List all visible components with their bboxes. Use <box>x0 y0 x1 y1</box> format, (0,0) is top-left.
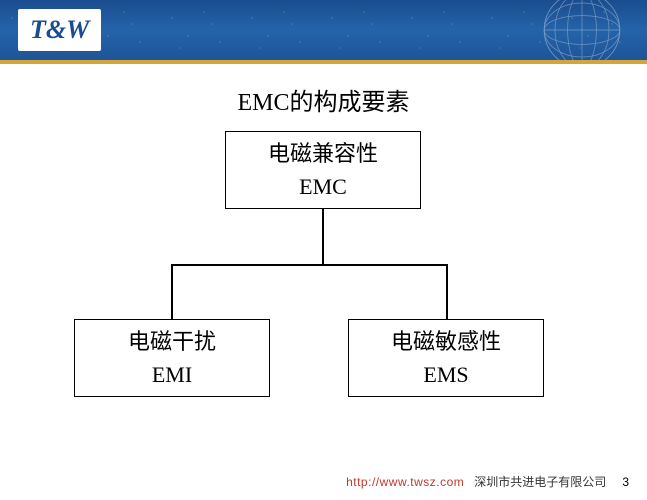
node-left: 电磁干扰 EMI <box>74 319 270 397</box>
header-underline <box>0 60 647 64</box>
node-root: 电磁兼容性 EMC <box>225 131 421 209</box>
node-right-en: EMS <box>423 358 468 391</box>
logo-text: T&W <box>30 15 89 44</box>
edge-right-drop <box>446 264 448 319</box>
tree-diagram: 电磁兼容性 EMC 电磁干扰 EMI 电磁敏感性 EMS <box>0 131 647 451</box>
node-root-en: EMC <box>299 170 347 203</box>
footer-page-number: 3 <box>622 475 629 489</box>
node-right: 电磁敏感性 EMS <box>348 319 544 397</box>
logo-box: T&W <box>18 9 101 51</box>
edge-root-stem <box>322 209 324 264</box>
node-left-cn: 电磁干扰 <box>128 325 216 358</box>
node-right-cn: 电磁敏感性 <box>391 325 501 358</box>
footer: http://www.twsz.com 深圳市共进电子有限公司 3 <box>346 473 629 490</box>
edge-left-drop <box>171 264 173 319</box>
footer-url: http://www.twsz.com <box>346 475 464 489</box>
node-root-cn: 电磁兼容性 <box>268 137 378 170</box>
slide-title: EMC的构成要素 <box>0 82 647 117</box>
header-banner: T&W <box>0 0 647 60</box>
footer-company: 深圳市共进电子有限公司 <box>474 473 606 490</box>
edge-horizontal <box>172 264 448 266</box>
globe-icon <box>537 0 627 60</box>
node-left-en: EMI <box>152 358 192 391</box>
